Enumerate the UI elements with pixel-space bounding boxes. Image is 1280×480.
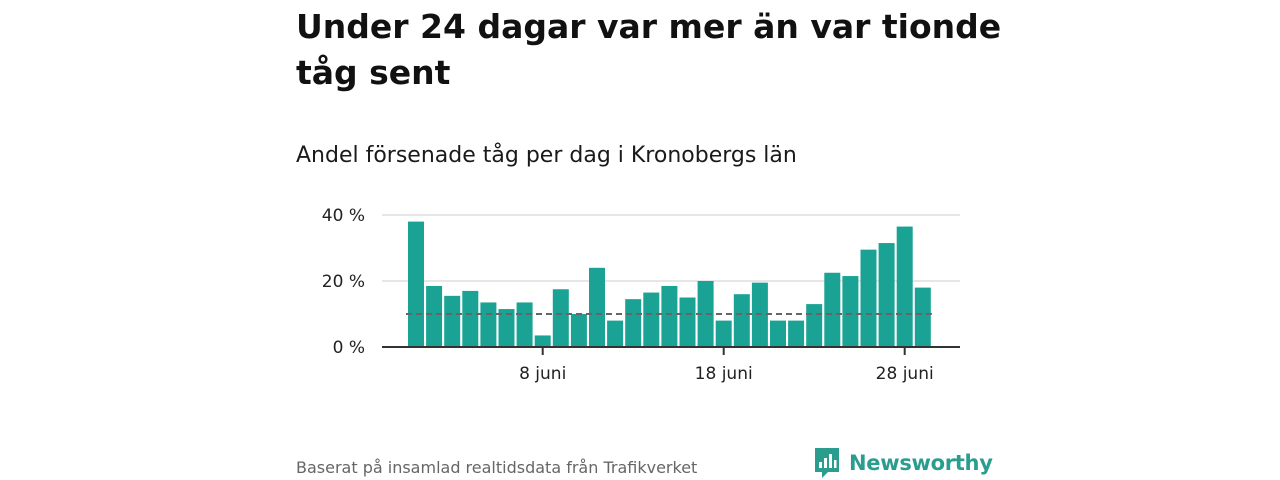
- bar: [770, 320, 786, 347]
- bar: [570, 314, 587, 347]
- bar: [715, 320, 732, 347]
- y-axis-labels: 0 % 20 % 40 %: [322, 206, 365, 358]
- bar: [426, 285, 443, 347]
- bar: [914, 287, 931, 347]
- bar: [824, 272, 841, 347]
- bar: [589, 267, 605, 347]
- bar: [842, 276, 859, 347]
- bars: [408, 221, 931, 347]
- bar: [480, 302, 497, 347]
- bar: [552, 289, 569, 347]
- bar: [860, 249, 877, 347]
- bar: [661, 285, 678, 347]
- bar: [607, 320, 624, 347]
- bar-chart: 0 % 20 % 40 % 8 juni 18 juni 28 juni: [322, 206, 960, 384]
- bar: [444, 295, 461, 347]
- y-tick-label: 20 %: [322, 272, 365, 292]
- bar: [516, 302, 533, 347]
- bar: [643, 292, 660, 347]
- y-tick-label: 0 %: [333, 338, 365, 358]
- bar: [697, 281, 714, 347]
- source-note: Baserat på insamlad realtidsdata från Tr…: [296, 458, 698, 477]
- bar: [806, 304, 823, 347]
- bar: [896, 226, 913, 347]
- x-tick-label: 28 juni: [876, 364, 934, 384]
- bar: [788, 320, 805, 347]
- bar: [679, 297, 696, 347]
- x-tick-label: 8 juni: [519, 364, 566, 384]
- bar: [625, 299, 642, 347]
- bar: [534, 335, 551, 347]
- brand-name: Newsworthy: [849, 451, 993, 475]
- x-axis-ticks: 8 juni 18 juni 28 juni: [519, 347, 934, 384]
- bar: [462, 290, 479, 347]
- y-tick-label: 40 %: [322, 206, 365, 226]
- chart-title: Under 24 dagar var mer än var tionde tåg…: [296, 7, 1002, 92]
- bar: [878, 243, 895, 347]
- bar: [733, 294, 750, 347]
- x-tick-label: 18 juni: [695, 364, 753, 384]
- newsworthy-logo: Newsworthy: [813, 447, 993, 479]
- bar: [498, 309, 515, 347]
- newsworthy-bar-chart-icon: [815, 448, 839, 478]
- chart-subtitle: Andel försenade tåg per dag i Kronobergs…: [296, 143, 797, 168]
- bar: [408, 221, 424, 347]
